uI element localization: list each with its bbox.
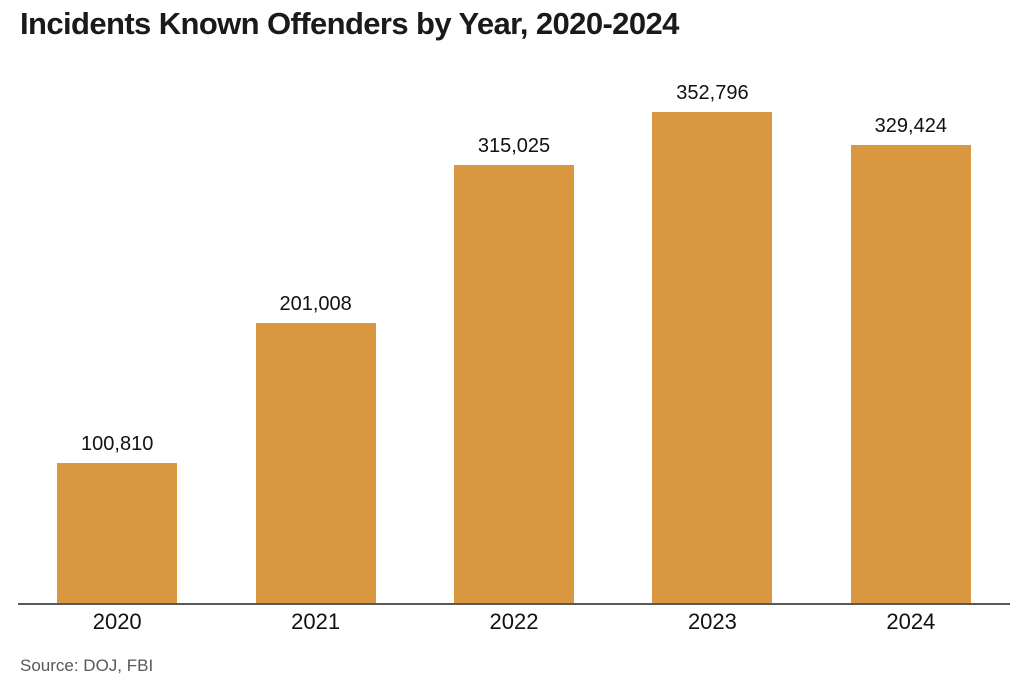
bar	[454, 165, 575, 603]
bar-column: 201,008	[216, 63, 414, 603]
bar-column: 100,810	[18, 63, 216, 603]
x-axis-tick-label: 2021	[291, 609, 341, 634]
bar-value-label: 315,025	[477, 135, 551, 157]
x-axis-tick-label: 2020	[92, 609, 142, 634]
x-axis-tick-label: 2023	[687, 609, 737, 634]
bar-chart-plot-area: 100,810 201,008 315,025 352,796 329,424	[18, 63, 1010, 605]
bar-value-label: 201,008	[279, 293, 352, 315]
x-axis-tick-label: 2024	[886, 609, 936, 634]
bar	[850, 145, 971, 603]
bar-column: 352,796	[613, 63, 811, 603]
bar	[57, 463, 178, 603]
x-axis-labels: 2020 2021 2022 2023 2024	[18, 609, 1010, 635]
x-axis-tick-label: 2022	[489, 609, 539, 634]
bar-value-label: 352,796	[676, 82, 749, 104]
bar-column: 329,424	[812, 63, 1010, 603]
bar-value-label: 329,424	[874, 115, 947, 137]
chart-title: Incidents Known Offenders by Year, 2020-…	[20, 6, 679, 41]
source-note: Source: DOJ, FBI	[20, 656, 154, 675]
bar-column: 315,025	[415, 63, 613, 603]
bar	[652, 112, 773, 603]
bar	[255, 323, 376, 603]
bar-value-label: 100,810	[81, 433, 154, 455]
